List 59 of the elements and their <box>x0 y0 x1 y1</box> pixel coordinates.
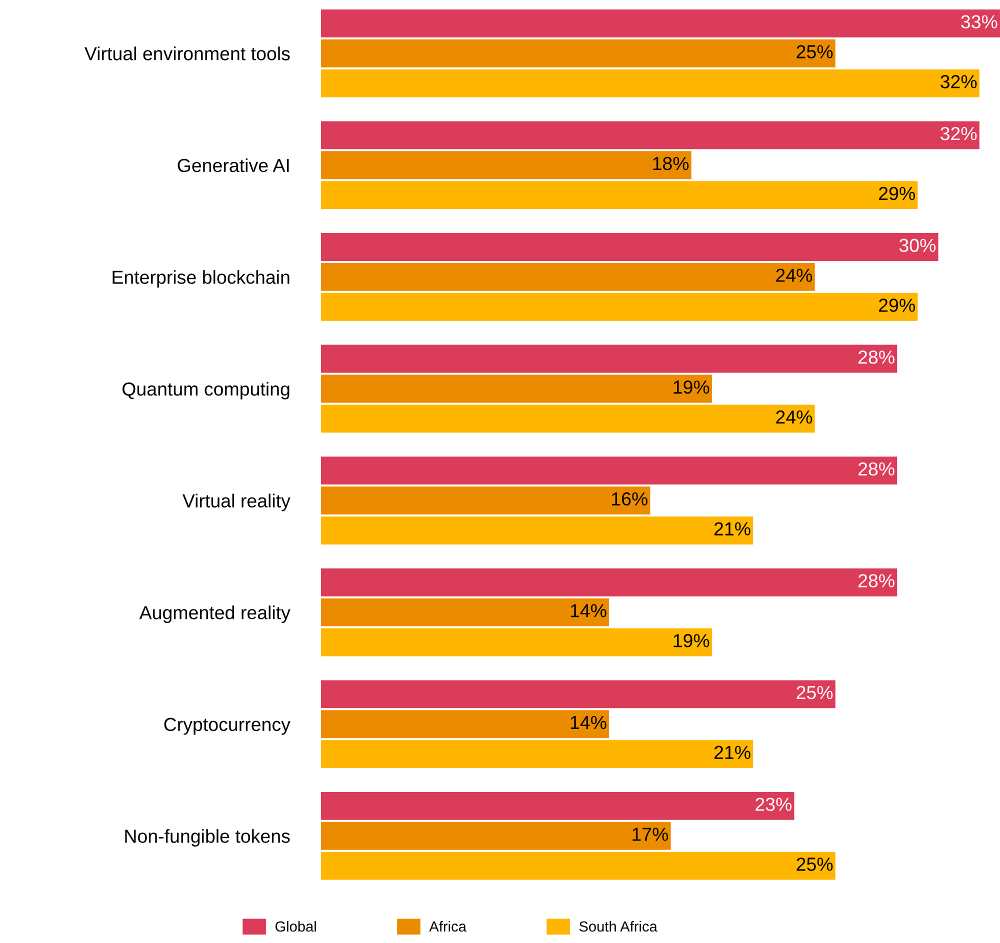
bar <box>321 680 836 708</box>
bar <box>321 628 712 656</box>
data-label: 23% <box>756 798 792 811</box>
data-label: 18% <box>653 156 689 170</box>
data-label: 16% <box>612 492 648 506</box>
data-label: 17% <box>632 828 668 841</box>
data-label: 29% <box>879 186 915 200</box>
bar <box>321 740 754 768</box>
data-label: 14% <box>570 716 606 730</box>
bar <box>321 262 815 291</box>
bar <box>321 69 980 98</box>
data-label: 14% <box>570 604 606 618</box>
y-tick-label: Virtual reality <box>182 494 290 512</box>
bar <box>321 792 794 820</box>
bar <box>321 710 610 738</box>
bar <box>321 852 836 880</box>
y-tick-label: Cryptocurrency <box>164 718 290 735</box>
y-tick-label: Enterprise blockchain <box>112 270 290 288</box>
bar <box>321 374 712 403</box>
data-label: 28% <box>858 574 894 588</box>
bar <box>321 486 650 514</box>
y-tick-label: Quantum computing <box>122 382 290 400</box>
data-label: 24% <box>776 410 812 424</box>
y-tick-label: Generative AI <box>178 158 289 172</box>
data-label: 30% <box>899 238 936 252</box>
bar <box>321 181 918 210</box>
y-tick-label: Augmented reality <box>139 606 290 623</box>
bar <box>321 233 938 261</box>
data-label: 24% <box>776 268 812 282</box>
data-label: 21% <box>714 522 750 536</box>
bar <box>321 516 754 544</box>
bar <box>321 151 692 180</box>
data-label: 19% <box>674 634 710 648</box>
legend-label: Global <box>275 920 316 932</box>
y-tick-label: Non-fungible tokens <box>125 829 290 847</box>
y-tick-label: Virtual environment tools <box>84 46 290 60</box>
data-label: 28% <box>858 350 894 364</box>
data-label: 19% <box>674 380 710 394</box>
bar <box>321 568 898 596</box>
bar <box>321 598 610 626</box>
bar <box>321 822 671 850</box>
data-label: 25% <box>796 686 833 700</box>
data-label: 32% <box>940 75 977 88</box>
data-label: 28% <box>858 462 894 476</box>
data-label: 21% <box>714 746 750 760</box>
bar <box>321 39 836 68</box>
bar <box>321 344 898 373</box>
bar <box>321 456 898 485</box>
bar <box>321 9 1000 38</box>
legend-label: South Africa <box>579 920 658 932</box>
bar <box>321 292 918 321</box>
data-label: 25% <box>796 45 833 58</box>
bar <box>321 121 980 150</box>
legend-label: Africa <box>429 920 466 932</box>
data-label: 33% <box>961 15 998 28</box>
data-label: 32% <box>940 126 977 140</box>
data-label: 25% <box>796 858 833 871</box>
data-label: 29% <box>879 298 915 312</box>
bar <box>321 404 815 433</box>
